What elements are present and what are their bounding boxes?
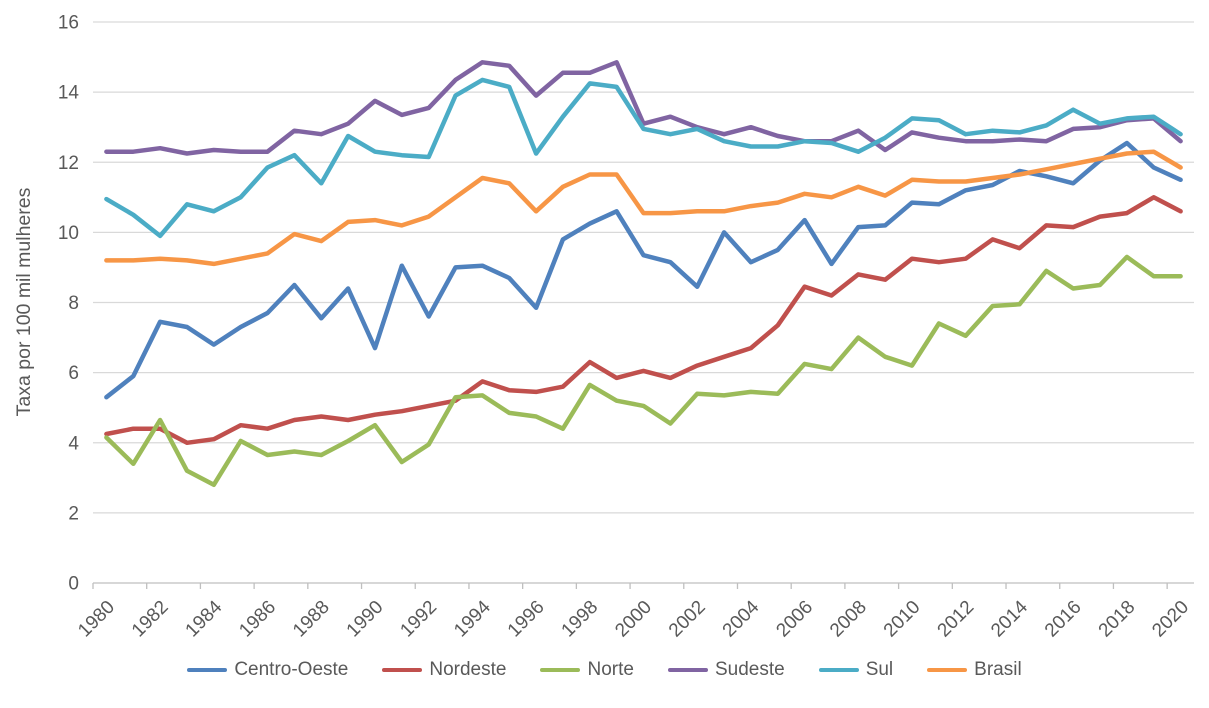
y-axis-title: Taxa por 100 mil mulheres: [13, 187, 35, 416]
x-tick-label: 1982: [128, 597, 173, 642]
series-line-nordeste: [104, 195, 1183, 446]
legend-label: Sul: [865, 659, 894, 680]
x-tick-label: 1988: [289, 597, 334, 642]
legend-item-sul: Sul: [818, 659, 894, 681]
x-tick-label: 2008: [826, 597, 871, 642]
y-tick-label: 4: [68, 433, 79, 454]
legend-label: Nordeste: [429, 659, 507, 680]
legend-swatch: [818, 667, 859, 673]
y-tick-label: 8: [68, 293, 79, 314]
x-tick-label: 1984: [182, 596, 227, 641]
legend-label: Brasil: [974, 659, 1022, 680]
legend-label: Sudeste: [714, 659, 785, 680]
x-tick-label: 2012: [934, 597, 979, 642]
legend-swatch: [540, 667, 581, 673]
x-tick-label: 2006: [772, 597, 817, 642]
x-tick-label: 1994: [450, 596, 495, 641]
y-tick-label: 10: [58, 223, 79, 244]
legend-item-brasil: Brasil: [927, 659, 1022, 681]
y-tick-label: 14: [58, 83, 80, 104]
x-tick-label: 1992: [396, 597, 441, 642]
x-tick-label: 2020: [1148, 597, 1193, 642]
legend-label: Norte: [587, 659, 634, 680]
legend-swatch: [187, 667, 228, 673]
y-tick-label: 16: [58, 13, 79, 34]
series-line-sudeste: [104, 60, 1183, 156]
legend-item-norte: Norte: [540, 659, 634, 681]
legend-item-sudeste: Sudeste: [667, 659, 785, 681]
legend: Centro-Oeste Nordeste Norte Sudeste Sul Brasi…: [0, 659, 1209, 681]
x-tick-label: 2002: [665, 597, 710, 642]
x-tick-label: 2018: [1095, 597, 1140, 642]
x-tick-label: 1986: [235, 597, 280, 642]
x-tick-label: 1990: [343, 597, 388, 642]
y-tick-label: 2: [68, 503, 79, 524]
legend-item-nordeste: Nordeste: [382, 659, 506, 681]
y-tick-label: 12: [58, 153, 79, 174]
series-line-norte: [104, 254, 1183, 488]
legend-swatch: [927, 667, 968, 673]
x-tick-label: 1996: [504, 597, 549, 642]
y-tick-label: 0: [68, 574, 79, 595]
x-tick-label: 2000: [611, 597, 656, 642]
legend-label: Centro-Oeste: [234, 659, 349, 680]
x-tick-label: 1980: [74, 597, 119, 642]
legend-swatch: [667, 667, 708, 673]
series-line-centro-oeste: [104, 140, 1183, 400]
legend-swatch: [382, 667, 423, 673]
series-line-brasil: [104, 149, 1183, 267]
series-line-sul: [104, 77, 1183, 239]
x-tick-label: 1998: [558, 597, 603, 642]
x-tick-label: 2016: [1041, 597, 1086, 642]
y-tick-label: 6: [68, 363, 79, 384]
legend-item-centro-oeste: Centro-Oeste: [187, 659, 348, 681]
x-tick-label: 2004: [719, 596, 764, 641]
x-tick-label: 2010: [880, 597, 925, 642]
x-tick-label: 2014: [987, 596, 1032, 641]
